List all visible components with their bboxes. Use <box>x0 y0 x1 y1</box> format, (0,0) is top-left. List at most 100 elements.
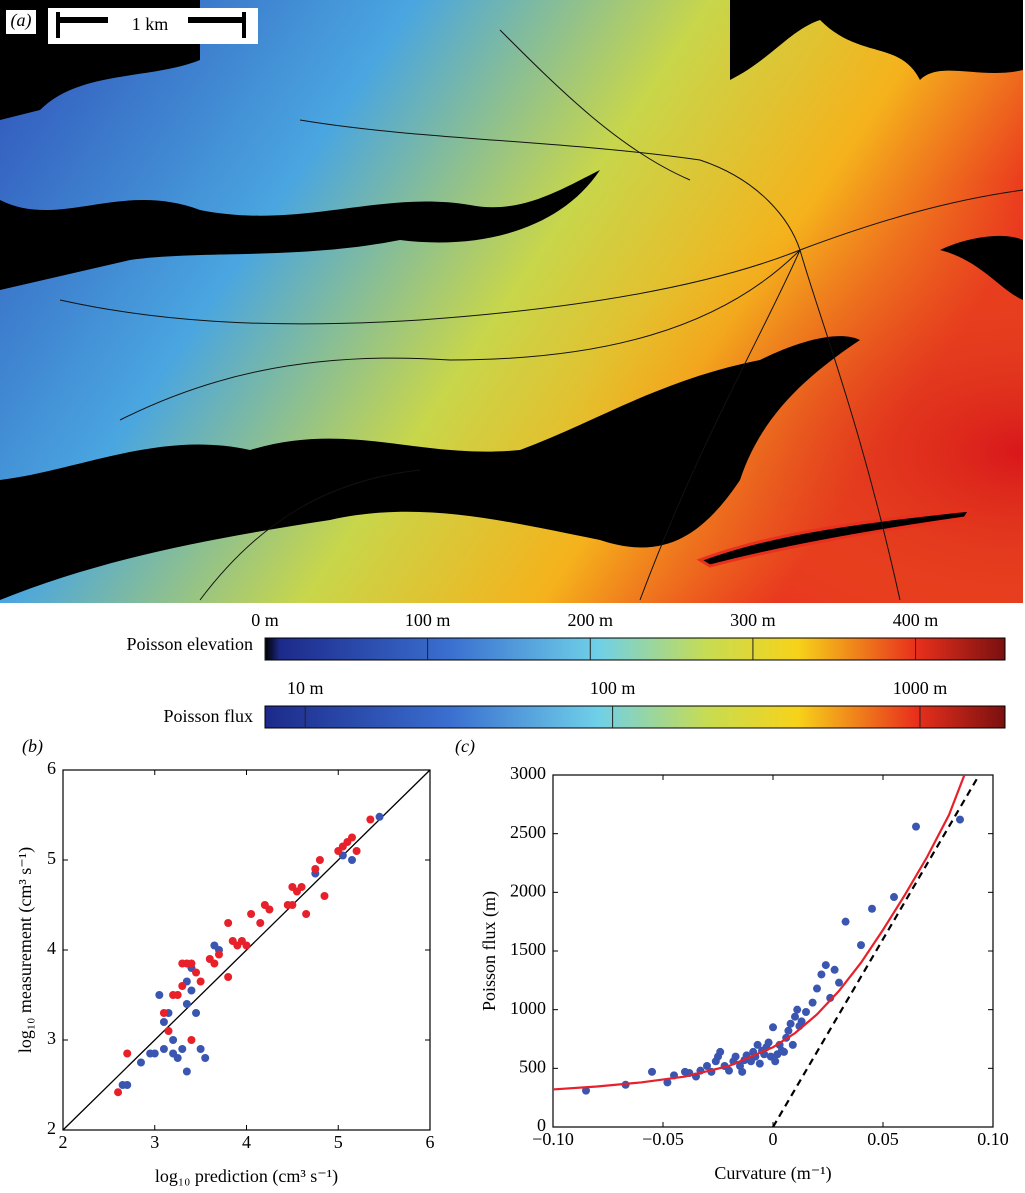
point <box>348 856 356 864</box>
y-tick-label: 6 <box>47 758 56 778</box>
colorbar-tick-label: 1000 m <box>893 678 948 698</box>
point <box>256 919 264 927</box>
point <box>842 918 850 926</box>
colorbar-tick-label: 100 m <box>405 610 451 630</box>
point <box>320 892 328 900</box>
point <box>353 847 361 855</box>
panel-label: (c) <box>455 736 475 757</box>
y-axis-label: log₁₀ measurement (cm³ s⁻¹) <box>15 847 36 1053</box>
point <box>912 823 920 831</box>
point <box>738 1068 746 1076</box>
colorbar-tick-label: 10 m <box>287 678 324 698</box>
figure: 1 km (a) Poisson elevation0 m100 m200 m3… <box>0 0 1025 1193</box>
point <box>160 1009 168 1017</box>
point <box>224 919 232 927</box>
point <box>197 978 205 986</box>
point <box>123 1081 131 1089</box>
x-tick-label: 3 <box>150 1132 159 1152</box>
x-axis-label: Curvature (m⁻¹) <box>714 1163 831 1184</box>
x-tick-label: −0.05 <box>642 1129 684 1149</box>
point <box>183 1068 191 1076</box>
y-tick-label: 2500 <box>510 822 546 842</box>
point <box>857 941 865 949</box>
plot-frame <box>553 775 993 1127</box>
point <box>123 1050 131 1058</box>
point <box>311 865 319 873</box>
y-tick-label: 3 <box>47 1028 56 1048</box>
point <box>169 1036 177 1044</box>
x-tick-label: 0 <box>769 1129 778 1149</box>
scale-bar-label: 1 km <box>132 14 169 34</box>
point <box>288 901 296 909</box>
x-tick-label: 4 <box>242 1132 251 1152</box>
point <box>178 960 186 968</box>
point <box>725 1067 733 1075</box>
x-tick-label: 0.10 <box>977 1129 1009 1149</box>
point <box>817 970 825 978</box>
y-tick-label: 1000 <box>510 998 546 1018</box>
point <box>789 1041 797 1049</box>
point <box>802 1008 810 1016</box>
y-tick-label: 0 <box>537 1115 546 1135</box>
point <box>822 961 830 969</box>
colorbar <box>265 706 1005 728</box>
point <box>215 951 223 959</box>
point <box>756 1060 764 1068</box>
point <box>160 1045 168 1053</box>
y-tick-label: 3000 <box>510 763 546 783</box>
point <box>771 1057 779 1065</box>
point <box>648 1068 656 1076</box>
point <box>178 1045 186 1053</box>
x-tick-label: 2 <box>59 1132 68 1152</box>
colorbar <box>265 638 1005 660</box>
colorbar-tick-label: 200 m <box>568 610 614 630</box>
colorbar-tick-label: 300 m <box>730 610 776 630</box>
point <box>366 816 374 824</box>
point <box>114 1088 122 1096</box>
y-axis-label: Poisson flux (m) <box>479 891 500 1011</box>
colorbar-title: Poisson elevation <box>127 634 254 654</box>
point <box>155 991 163 999</box>
y-tick-label: 1500 <box>510 939 546 959</box>
point <box>265 906 273 914</box>
point <box>868 905 876 913</box>
point <box>298 883 306 891</box>
point <box>187 960 195 968</box>
point <box>247 910 255 918</box>
y-tick-label: 2000 <box>510 880 546 900</box>
point <box>160 1018 168 1026</box>
point <box>316 856 324 864</box>
point <box>187 987 195 995</box>
point <box>787 1020 795 1028</box>
point <box>765 1039 773 1047</box>
point <box>174 1054 182 1062</box>
point <box>831 966 839 974</box>
y-tick-label: 500 <box>519 1056 546 1076</box>
point <box>780 1048 788 1056</box>
y-tick-label: 5 <box>47 848 56 868</box>
point <box>835 979 843 987</box>
x-tick-label: 5 <box>334 1132 343 1152</box>
point <box>769 1023 777 1031</box>
point <box>813 985 821 993</box>
point <box>809 999 817 1007</box>
point <box>224 973 232 981</box>
point <box>732 1053 740 1061</box>
y-tick-label: 2 <box>47 1118 56 1138</box>
x-tick-label: 0.05 <box>867 1129 899 1149</box>
point <box>784 1027 792 1035</box>
colorbar-tick-label: 100 m <box>590 678 636 698</box>
point <box>210 960 218 968</box>
point <box>183 1000 191 1008</box>
point <box>174 991 182 999</box>
point <box>178 982 186 990</box>
point <box>192 969 200 977</box>
point <box>201 1054 209 1062</box>
point <box>137 1059 145 1067</box>
point <box>187 1036 195 1044</box>
point <box>376 813 384 821</box>
point <box>793 1006 801 1014</box>
point <box>890 893 898 901</box>
